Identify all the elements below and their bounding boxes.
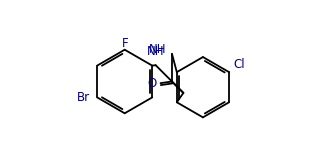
Text: Br: Br (77, 91, 90, 104)
Text: NH: NH (147, 45, 164, 58)
Text: O: O (147, 77, 156, 90)
Text: F: F (121, 37, 128, 50)
Text: NH: NH (149, 43, 166, 56)
Text: Cl: Cl (233, 58, 245, 71)
